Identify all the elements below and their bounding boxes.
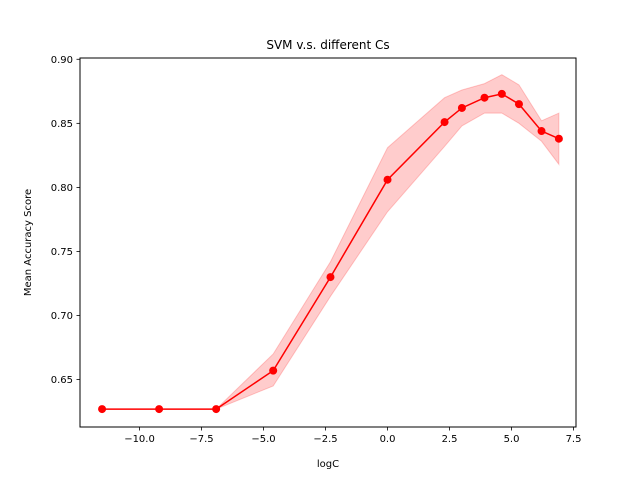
chart-title: SVM v.s. different Cs — [266, 38, 389, 52]
data-point — [212, 405, 221, 414]
y-tick-label: 0.75 — [51, 247, 73, 258]
x-tick-label: −5.0 — [251, 434, 275, 445]
x-axis-label: logC — [317, 459, 339, 470]
y-tick-label: 0.65 — [51, 375, 73, 386]
data-point — [554, 134, 563, 143]
data-point — [269, 366, 278, 375]
x-tick-label: 2.5 — [442, 434, 458, 445]
data-point — [98, 405, 107, 414]
data-point — [383, 175, 392, 184]
data-point — [155, 405, 164, 414]
x-tick-label: 0.0 — [380, 434, 396, 445]
y-tick-label: 0.90 — [51, 55, 73, 66]
x-tick-label: −10.0 — [124, 434, 155, 445]
y-tick-label: 0.70 — [51, 311, 73, 322]
x-tick-label: −7.5 — [189, 434, 213, 445]
data-point — [514, 100, 523, 109]
y-axis-label: Mean Accuracy Score — [23, 189, 34, 296]
data-point — [497, 89, 506, 98]
x-tick-label: 7.5 — [566, 434, 582, 445]
data-point — [537, 127, 546, 136]
data-point — [440, 118, 449, 127]
axes-frame — [79, 57, 577, 428]
data-point — [457, 103, 466, 112]
y-tick-label: 0.80 — [51, 183, 73, 194]
x-tick-label: −2.5 — [313, 434, 337, 445]
data-point — [480, 93, 489, 102]
y-axis: 0.65 0.70 0.75 0.80 0.85 0.90 — [51, 55, 80, 386]
x-axis: −10.0 −7.5 −5.0 −2.5 0.0 2.5 5.0 7.5 — [124, 427, 581, 445]
data-point — [326, 273, 335, 282]
x-tick-label: 5.0 — [504, 434, 520, 445]
plot-area — [98, 74, 563, 414]
y-tick-label: 0.85 — [51, 119, 73, 130]
